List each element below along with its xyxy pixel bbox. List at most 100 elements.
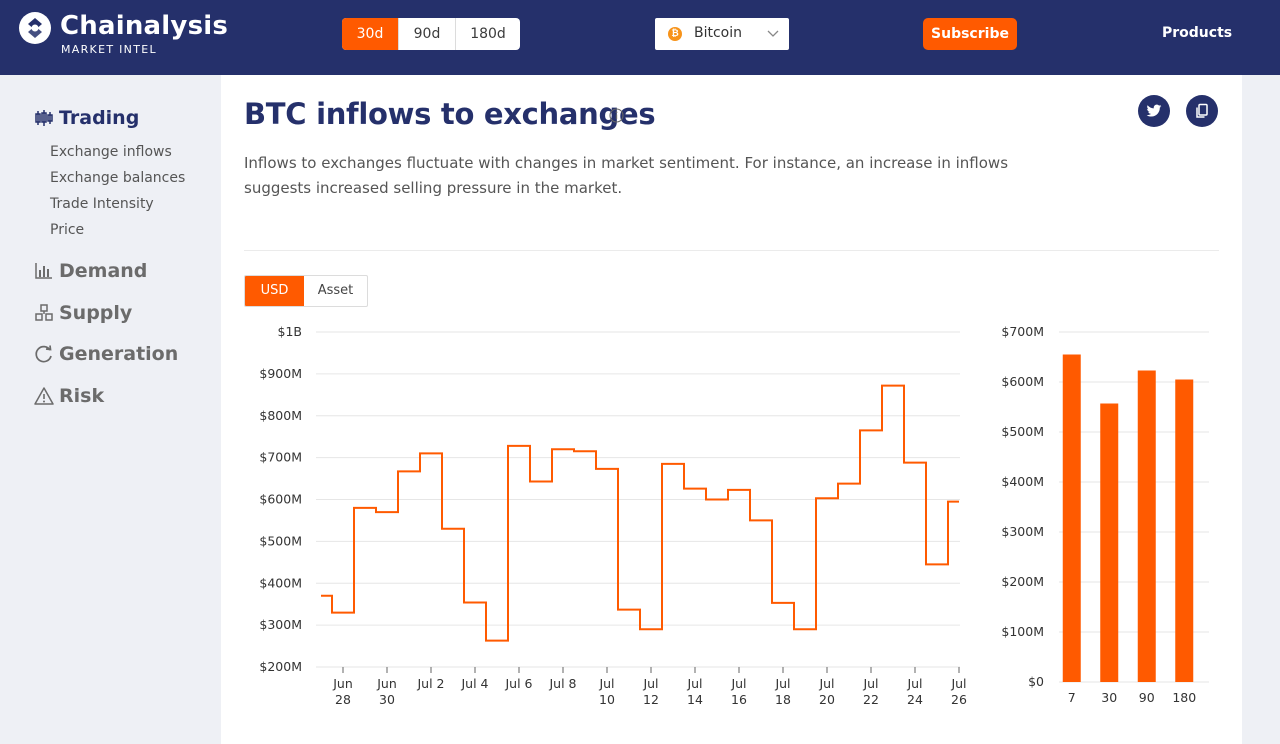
line-chart-x-tick-label: 10 [599, 692, 615, 707]
sidebar-item-exchange-inflows[interactable]: Exchange inflows [50, 144, 172, 160]
bar-chart-y-tick-label: $100M [1001, 624, 1044, 639]
boxes-icon [35, 304, 53, 321]
bitcoin-icon: ₿ [668, 27, 682, 41]
sidebar-item-price[interactable]: Price [50, 222, 85, 238]
line-chart-x-tick-label: 28 [335, 692, 351, 707]
warning-icon [34, 387, 54, 405]
section-divider [244, 250, 1219, 251]
line-chart-x-tick-label: 20 [819, 692, 835, 707]
line-chart-x-tick-label: 26 [951, 692, 967, 707]
bar-chart-bar [1175, 379, 1194, 682]
bar-chart-x-tick-label: 180 [1172, 690, 1196, 705]
sidebar-item-trade-intensity[interactable]: Trade Intensity [50, 196, 154, 212]
range-90d-button[interactable]: 90d [399, 18, 456, 50]
info-icon[interactable] [609, 108, 624, 123]
line-chart-x-tick-label: Jul 2 [416, 676, 444, 691]
bar-chart-bar [1137, 370, 1156, 682]
line-chart-x-tick-label: Jul [774, 676, 790, 691]
sidebar-nav: Trading Exchange inflows Exchange balanc… [0, 75, 220, 744]
bar-chart-x-tick-label: 90 [1139, 690, 1155, 705]
line-chart-x-tick-label: Jul [730, 676, 746, 691]
bar-chart-y-tick-label: $200M [1001, 574, 1044, 589]
line-chart-x-tick-label: Jul [818, 676, 834, 691]
line-chart-x-tick-label: Jul 4 [460, 676, 488, 691]
page-title: BTC inflows to exchanges [244, 97, 656, 131]
line-chart-y-tick-label: $1B [278, 324, 302, 339]
sidebar-section-label: Trading [59, 107, 140, 129]
bar-chart-x-tick-label: 30 [1101, 690, 1117, 705]
line-chart-y-tick-label: $400M [259, 575, 302, 590]
line-chart-x-tick-label: 24 [907, 692, 923, 707]
sidebar-section-trading[interactable]: Trading [34, 105, 139, 131]
line-chart-y-tick-label: $200M [259, 659, 302, 674]
twitter-share-button[interactable] [1138, 95, 1170, 127]
line-chart-y-tick-label: $900M [259, 366, 302, 381]
line-chart-y-tick-label: $600M [259, 492, 302, 507]
sidebar-section-risk[interactable]: Risk [34, 383, 104, 409]
twitter-icon [1146, 104, 1162, 117]
line-chart-y-tick-label: $800M [259, 408, 302, 423]
chevron-down-icon [767, 30, 779, 37]
line-chart-x-tick-label: Jul [862, 676, 878, 691]
line-chart-y-tick-label: $700M [259, 450, 302, 465]
chainalysis-logo-icon [19, 12, 51, 44]
line-chart-x-tick-label: 16 [731, 692, 747, 707]
sidebar-section-supply[interactable]: Supply [34, 300, 132, 326]
bar-chart-bar [1100, 403, 1119, 682]
main-content-card: BTC inflows to exchanges Inflows to exch… [221, 75, 1242, 744]
bar-chart-y-tick-label: $0 [1028, 674, 1044, 689]
sidebar-section-label: Supply [59, 302, 133, 324]
sidebar-section-label: Generation [59, 343, 179, 365]
bar-chart-y-tick-label: $600M [1001, 374, 1044, 389]
logo-name: Chainalysis [60, 11, 229, 41]
line-chart-x-tick-label: 14 [687, 692, 703, 707]
time-range-selector: 30d 90d 180d [342, 18, 520, 50]
unit-selector: USD Asset [244, 275, 368, 307]
line-chart-series [321, 384, 959, 642]
range-30d-button[interactable]: 30d [342, 18, 399, 50]
line-chart-x-tick-label: Jul [686, 676, 702, 691]
unit-usd-button[interactable]: USD [245, 276, 304, 306]
line-chart-x-tick-label: 30 [379, 692, 395, 707]
copy-icon [1196, 103, 1208, 118]
unit-asset-button[interactable]: Asset [317, 283, 354, 298]
logo-subtitle: MARKET INTEL [61, 43, 157, 56]
range-180d-button[interactable]: 180d [470, 26, 506, 42]
line-chart-x-tick-label: Jun [332, 676, 353, 691]
subscribe-button[interactable]: Subscribe [923, 18, 1017, 50]
candlestick-icon [35, 110, 53, 126]
line-chart-x-tick-label: Jul 6 [504, 676, 532, 691]
line-chart-x-tick-label: Jul [906, 676, 922, 691]
charts-area: $200M $300M $400M $500M $600M $700M $800M $900M… [259, 324, 1209, 707]
page-description: Inflows to exchanges fluctuate with chan… [244, 154, 1009, 197]
line-chart-x-tick-label: 22 [863, 692, 879, 707]
line-chart-y-tick-label: $500M [259, 533, 302, 548]
sidebar-section-generation[interactable]: Generation [34, 341, 178, 367]
bar-chart-bar [1062, 354, 1081, 682]
bar-chart-y-tick-label: $500M [1001, 424, 1044, 439]
asset-dropdown[interactable]: ₿ Bitcoin [655, 18, 789, 50]
asset-selected-label: Bitcoin [694, 25, 743, 41]
bar-chart-y-tick-label: $300M [1001, 524, 1044, 539]
bar-chart-y-tick-label: $400M [1001, 474, 1044, 489]
sidebar-section-label: Risk [59, 385, 105, 407]
line-chart-x-tick-label: Jun [376, 676, 397, 691]
line-chart-x-tick-label: Jul [642, 676, 658, 691]
line-chart-x-tick-label: Jul 8 [548, 676, 576, 691]
bar-chart-icon [35, 263, 52, 279]
products-link[interactable]: Products [1162, 25, 1233, 41]
sidebar-section-label: Demand [59, 260, 148, 282]
copy-link-button[interactable] [1186, 95, 1218, 127]
line-chart-x-tick-label: Jul [950, 676, 966, 691]
bar-chart-x-tick-label: 7 [1068, 690, 1076, 705]
refresh-icon [35, 345, 52, 363]
line-chart-y-tick-label: $300M [259, 617, 302, 632]
sidebar-item-exchange-balances[interactable]: Exchange balances [50, 170, 186, 186]
chainalysis-logo[interactable]: Chainalysis MARKET INTEL [18, 11, 228, 61]
top-header: Chainalysis MARKET INTEL 30d 90d 180d ₿ … [0, 0, 1280, 75]
bar-chart-y-tick-label: $700M [1001, 324, 1044, 339]
line-chart-x-tick-label: 18 [775, 692, 791, 707]
line-chart-x-tick-label: Jul [598, 676, 614, 691]
sidebar-section-demand[interactable]: Demand [34, 258, 147, 284]
line-chart-x-tick-label: 12 [643, 692, 659, 707]
